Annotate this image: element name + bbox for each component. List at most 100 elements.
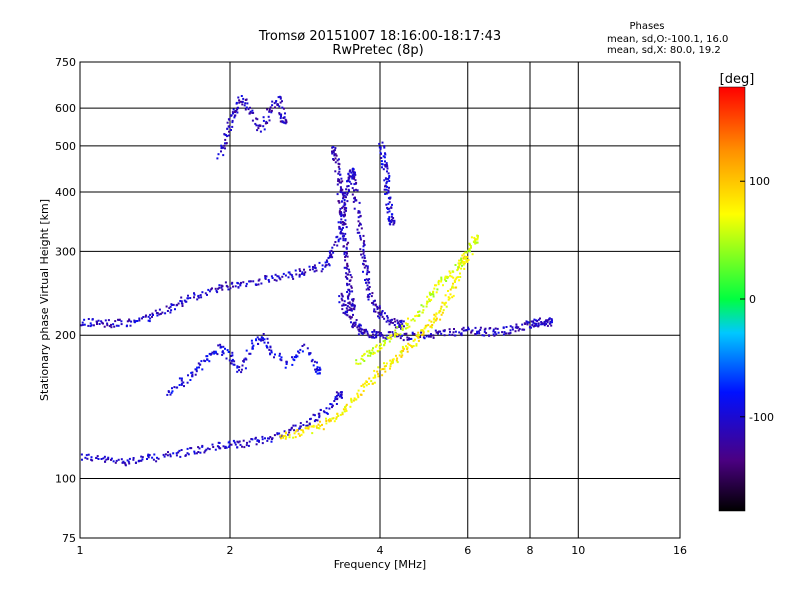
echo-point bbox=[391, 219, 394, 222]
echo-point bbox=[546, 319, 549, 322]
echo-point bbox=[401, 354, 404, 357]
echo-point bbox=[242, 281, 245, 284]
echo-point bbox=[528, 326, 531, 329]
echo-point bbox=[115, 324, 118, 327]
echo-point bbox=[308, 265, 311, 268]
echo-point bbox=[341, 180, 344, 183]
echo-point bbox=[319, 368, 322, 371]
echo-point bbox=[384, 163, 387, 166]
echo-point bbox=[350, 316, 353, 319]
echo-point bbox=[97, 319, 100, 322]
echo-point bbox=[350, 321, 352, 324]
echo-point bbox=[456, 269, 459, 272]
echo-point bbox=[270, 440, 273, 443]
echo-point bbox=[238, 101, 241, 104]
echo-point bbox=[348, 315, 351, 318]
echo-point bbox=[333, 153, 336, 156]
echo-point bbox=[92, 324, 95, 327]
echo-point bbox=[373, 336, 376, 339]
echo-point bbox=[479, 326, 482, 329]
echo-point bbox=[311, 425, 314, 428]
echo-point bbox=[339, 221, 342, 224]
echo-point bbox=[339, 213, 342, 216]
echo-point bbox=[218, 286, 221, 289]
echo-point bbox=[106, 322, 109, 325]
echo-point bbox=[359, 248, 362, 251]
echo-point bbox=[340, 292, 343, 295]
echo-point bbox=[226, 285, 229, 288]
echo-point bbox=[340, 211, 342, 214]
echo-point bbox=[338, 163, 341, 166]
echo-point bbox=[211, 351, 214, 354]
echo-point bbox=[344, 259, 347, 262]
echo-point bbox=[187, 453, 190, 456]
echo-point bbox=[379, 148, 382, 151]
echo-point bbox=[479, 328, 482, 331]
echo-point bbox=[81, 323, 84, 326]
echo-point bbox=[383, 344, 386, 347]
echo-point bbox=[466, 255, 469, 258]
echo-point bbox=[180, 449, 183, 451]
echo-point bbox=[347, 297, 350, 300]
echo-point bbox=[428, 300, 431, 303]
echo-point bbox=[364, 279, 366, 281]
echo-point bbox=[385, 362, 388, 365]
echo-point bbox=[401, 324, 403, 327]
echo-point bbox=[406, 338, 409, 341]
echo-point bbox=[81, 458, 83, 461]
echo-point bbox=[350, 286, 353, 289]
echo-point bbox=[313, 270, 316, 273]
echo-point bbox=[394, 332, 397, 335]
echo-point bbox=[321, 264, 324, 267]
echo-point bbox=[193, 292, 195, 295]
echo-point bbox=[452, 276, 455, 279]
echo-point bbox=[526, 323, 529, 326]
echo-point bbox=[313, 360, 316, 363]
echo-point bbox=[341, 221, 344, 223]
echo-point bbox=[245, 106, 248, 109]
echo-point bbox=[255, 124, 258, 127]
echo-point bbox=[278, 112, 281, 115]
echo-point bbox=[290, 274, 293, 277]
echo-point bbox=[435, 284, 438, 287]
echo-point bbox=[524, 322, 527, 325]
echo-point bbox=[435, 312, 438, 315]
echo-point bbox=[242, 439, 245, 442]
echo-point bbox=[302, 424, 305, 426]
echo-point bbox=[534, 319, 537, 322]
echo-point bbox=[387, 219, 390, 222]
echo-point bbox=[213, 350, 216, 353]
echo-point bbox=[162, 453, 165, 456]
echo-point bbox=[336, 159, 339, 162]
echo-point bbox=[413, 319, 416, 322]
echo-point bbox=[234, 443, 237, 446]
echo-point bbox=[295, 356, 297, 359]
echo-point bbox=[381, 310, 384, 312]
echo-point bbox=[312, 424, 315, 427]
echo-point bbox=[501, 331, 504, 334]
echo-point bbox=[240, 95, 243, 97]
echo-point bbox=[389, 365, 392, 368]
echo-point bbox=[400, 355, 403, 358]
echo-point bbox=[427, 324, 430, 327]
echo-point bbox=[371, 331, 374, 333]
echo-point bbox=[343, 410, 346, 413]
echo-point bbox=[481, 334, 484, 337]
echo-point bbox=[400, 319, 403, 322]
echo-point bbox=[383, 365, 386, 368]
echo-point bbox=[366, 267, 369, 269]
echo-point bbox=[227, 351, 230, 353]
echo-point bbox=[387, 172, 390, 175]
echo-point bbox=[262, 119, 265, 122]
echo-point bbox=[394, 320, 397, 323]
echo-point bbox=[334, 170, 337, 173]
echo-point bbox=[89, 322, 92, 325]
echo-point bbox=[318, 412, 321, 415]
echo-point bbox=[393, 219, 396, 222]
echo-point bbox=[374, 345, 377, 348]
echo-point bbox=[336, 235, 339, 238]
echo-point bbox=[335, 403, 338, 405]
echo-point bbox=[398, 326, 400, 328]
echo-point bbox=[388, 201, 391, 204]
